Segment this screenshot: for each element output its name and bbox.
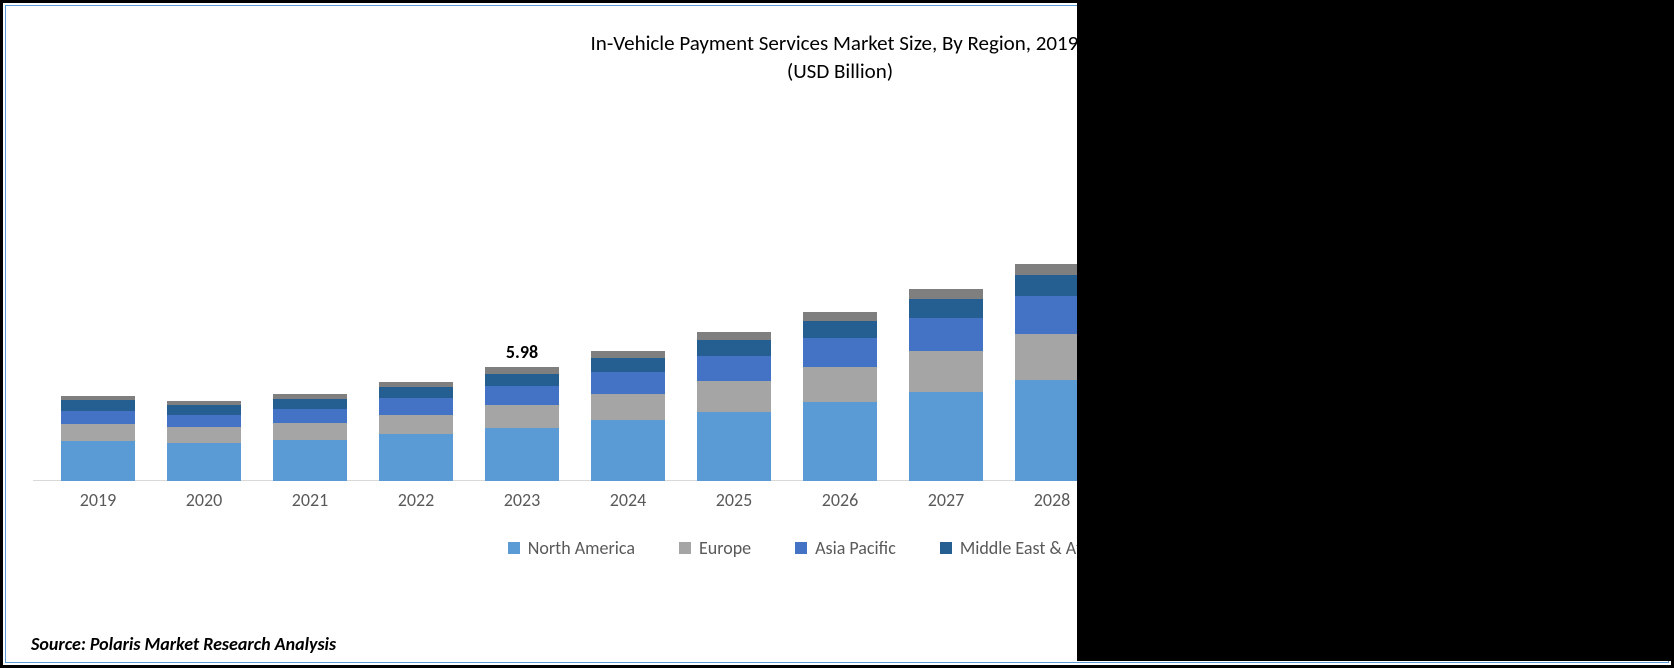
x-tick-label: 2026 [787, 479, 893, 511]
stacked-bar [591, 351, 665, 481]
bar-segment [803, 312, 877, 321]
legend-swatch [508, 542, 520, 554]
bar-segment [909, 392, 983, 481]
stacked-bar [909, 289, 983, 481]
bar-segment [697, 381, 771, 412]
stacked-bar [61, 396, 135, 481]
x-tick-label: 2024 [575, 479, 681, 511]
bar-segment [591, 351, 665, 358]
x-tick-label: 2019 [45, 479, 151, 511]
chart-frame: In-Vehicle Payment Services Market Size,… [0, 0, 1674, 668]
legend-item: Asia Pacific [795, 537, 896, 559]
bar-slot [575, 351, 681, 481]
legend-label: North America [528, 537, 635, 559]
legend-label: Asia Pacific [815, 537, 896, 559]
bar-segment [167, 443, 241, 481]
stacked-bar [697, 332, 771, 481]
bar-segment [909, 299, 983, 318]
bar-segment [379, 415, 453, 435]
bar-segment [273, 423, 347, 440]
x-tick-label: 2022 [363, 479, 469, 511]
bar-segment [485, 374, 559, 386]
bar-segment [909, 289, 983, 299]
legend-label: Europe [699, 537, 751, 559]
bar-segment [591, 394, 665, 421]
bar-segment [61, 411, 135, 424]
bar-segment [379, 387, 453, 398]
bar-slot [787, 312, 893, 481]
stacked-bar [273, 394, 347, 481]
source-text: Source: Polaris Market Research Analysis [31, 633, 336, 655]
legend-item: North America [508, 537, 635, 559]
bar-segment [697, 332, 771, 340]
bar-segment [167, 405, 241, 415]
bar-segment [167, 427, 241, 443]
bar-segment [61, 424, 135, 441]
bar-slot [151, 401, 257, 481]
legend-swatch [795, 542, 807, 554]
bar-segment [273, 440, 347, 481]
bar-slot [257, 394, 363, 481]
legend-item: Europe [679, 537, 751, 559]
stacked-bar [167, 401, 241, 481]
bar-segment [379, 434, 453, 481]
bar-segment [697, 356, 771, 381]
bar-slot [681, 332, 787, 481]
bar-segment [697, 412, 771, 481]
legend-swatch [940, 542, 952, 554]
bar-segment [803, 367, 877, 402]
bar-segment [61, 400, 135, 410]
bar-segment [485, 386, 559, 405]
bar-slot [363, 382, 469, 481]
chart-title-line2: (USD Billion) [787, 58, 893, 84]
x-tick-label: 2023 [469, 479, 575, 511]
bar-segment [591, 372, 665, 394]
overlay-block [1077, 3, 1671, 661]
bar-segment [591, 420, 665, 481]
chart-title-line1: In-Vehicle Payment Services Market Size,… [591, 30, 1090, 56]
bar-segment [803, 321, 877, 338]
stacked-bar: 5.98 [485, 367, 559, 481]
legend-swatch [679, 542, 691, 554]
bar-slot [893, 289, 999, 481]
x-tick-label: 2025 [681, 479, 787, 511]
bar-slot [45, 396, 151, 481]
bar-segment [167, 415, 241, 427]
bar-slot: 5.98 [469, 367, 575, 481]
bar-segment [803, 338, 877, 367]
x-tick-label: 2027 [893, 479, 999, 511]
bar-segment [485, 428, 559, 481]
bar-segment [803, 402, 877, 481]
bar-segment [61, 441, 135, 481]
bar-segment [273, 409, 347, 423]
bar-segment [273, 399, 347, 409]
data-label: 5.98 [506, 341, 538, 363]
bar-segment [909, 318, 983, 351]
bar-segment [697, 340, 771, 356]
stacked-bar [803, 312, 877, 481]
bar-segment [909, 351, 983, 391]
bar-segment [591, 358, 665, 372]
x-tick-label: 2020 [151, 479, 257, 511]
stacked-bar [379, 382, 453, 481]
bar-segment [379, 398, 453, 414]
x-tick-label: 2021 [257, 479, 363, 511]
bar-segment [485, 405, 559, 428]
